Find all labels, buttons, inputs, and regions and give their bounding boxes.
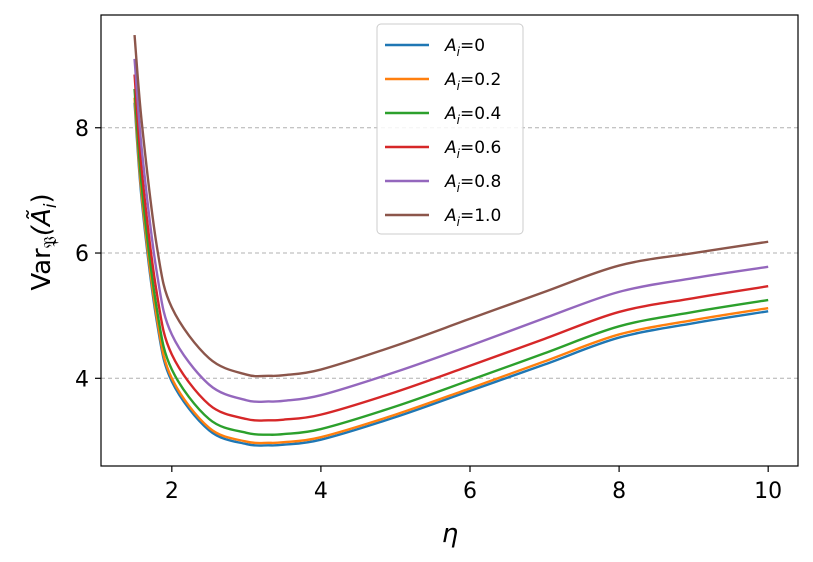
svg-text:Var𝔓(Ãi): Var𝔓(Ãi): [25, 193, 61, 290]
plot-frame: [100, 14, 799, 467]
y-label-sub: 𝔓: [41, 236, 61, 248]
series-line-5: [133, 34, 769, 378]
legend-label-1: Ai=0.2: [444, 70, 501, 93]
x-tick-label: 8: [612, 479, 626, 504]
legend-label-4: Ai=0.8: [444, 172, 501, 195]
legend-label-3: Ai=0.6: [444, 138, 501, 161]
legend-label-0: Ai=0: [444, 36, 485, 59]
series-line-3: [133, 74, 769, 422]
series-line-2: [133, 88, 769, 437]
y-tick-label: 6: [75, 242, 89, 267]
y-label-arg-sub: i: [41, 203, 61, 208]
legend-label-2: Ai=0.4: [444, 104, 501, 127]
y-label-main: Var: [27, 248, 57, 291]
x-axis-label: η: [442, 519, 458, 549]
x-tick-label: 6: [463, 479, 477, 504]
y-label-close: ): [27, 193, 57, 203]
legend: Ai=0 Ai=0.2 Ai=0.4 Ai=0.6 Ai=0.8 Ai=1.0: [376, 23, 524, 235]
series-line-1: [133, 97, 769, 445]
x-tick-label: 2: [165, 479, 179, 504]
y-axis-label: Var𝔓(Ãi): [25, 193, 61, 290]
y-label-arg: (Ã: [25, 208, 57, 236]
axis-ticks: 2 4 6 8 10 4 6 8: [75, 117, 782, 504]
x-tick-label: 4: [314, 479, 328, 504]
x-tick-label: 10: [754, 479, 782, 504]
y-tick-label: 4: [75, 367, 89, 392]
legend-label-5: Ai=1.0: [444, 206, 501, 229]
y-tick-label: 8: [75, 117, 89, 142]
series-line-4: [133, 58, 769, 404]
series-lines: [133, 34, 769, 447]
